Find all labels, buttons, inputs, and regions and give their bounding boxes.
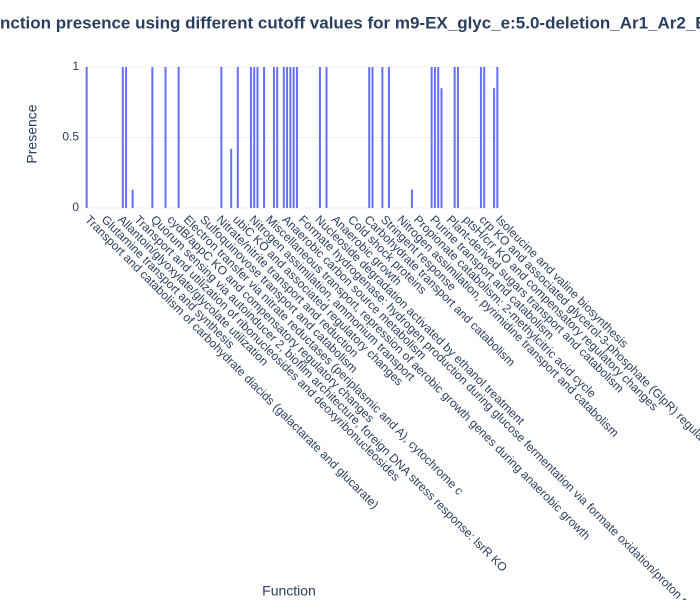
y-tick-label: 1 bbox=[72, 59, 79, 73]
bar bbox=[276, 67, 279, 208]
bar bbox=[220, 67, 223, 208]
bar bbox=[177, 67, 180, 208]
bar bbox=[381, 67, 384, 208]
y-tick-label: 0.5 bbox=[62, 130, 79, 144]
bar bbox=[121, 67, 124, 208]
bar bbox=[256, 67, 259, 208]
bar bbox=[282, 67, 285, 208]
bar bbox=[437, 67, 440, 208]
bar bbox=[371, 67, 374, 208]
bar bbox=[272, 67, 275, 208]
bar bbox=[496, 67, 499, 208]
bar bbox=[289, 67, 292, 208]
bar bbox=[387, 67, 390, 208]
bar bbox=[483, 67, 486, 208]
bar bbox=[456, 67, 459, 208]
bar bbox=[368, 67, 371, 208]
bar bbox=[131, 189, 134, 208]
y-tick-label: 0 bbox=[72, 200, 79, 214]
bar bbox=[325, 67, 328, 208]
bar bbox=[286, 67, 289, 208]
bar bbox=[236, 67, 239, 208]
bar bbox=[164, 67, 167, 208]
x-axis-title: Function bbox=[262, 583, 316, 599]
bar bbox=[151, 67, 154, 208]
bar bbox=[253, 67, 256, 208]
bar bbox=[295, 67, 298, 208]
bar bbox=[493, 88, 496, 208]
y-axis-title: Presence bbox=[24, 104, 40, 163]
bar bbox=[125, 67, 128, 208]
chart-title: nction presence using different cutoff v… bbox=[0, 13, 700, 32]
bar bbox=[263, 67, 266, 208]
bar bbox=[410, 189, 413, 208]
bar bbox=[430, 67, 433, 208]
bar bbox=[440, 88, 443, 208]
bar bbox=[433, 67, 436, 208]
bar bbox=[249, 67, 252, 208]
bar bbox=[453, 67, 456, 208]
bar bbox=[85, 67, 88, 208]
bar bbox=[230, 148, 233, 208]
bar bbox=[479, 67, 482, 208]
bar bbox=[318, 67, 321, 208]
bar bbox=[292, 67, 295, 208]
